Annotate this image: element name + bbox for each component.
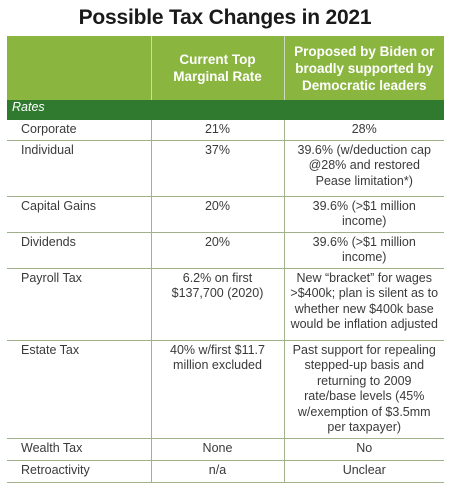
row-label: Dividends: [7, 232, 152, 269]
proposed-cell: Unclear: [284, 460, 444, 483]
proposed-cell: 39.6% (>$1 million income): [284, 232, 444, 269]
row-label: Retroactivity: [7, 460, 152, 483]
section-label: Rates: [7, 100, 444, 120]
current-rate-cell: None: [151, 438, 285, 461]
row-label: Corporate: [7, 120, 152, 141]
page-title: Possible Tax Changes in 2021: [78, 6, 372, 29]
table-row: Wealth Tax None No: [7, 438, 444, 461]
table-row: Corporate 21% 28%: [7, 120, 444, 141]
header-current-rate: Current Top Marginal Rate: [151, 36, 285, 100]
table-row: Dividends 20% 39.6% (>$1 million income): [7, 232, 444, 269]
table-row: Estate Tax 40% w/first $11.7 million exc…: [7, 340, 444, 439]
proposed-cell: No: [284, 438, 444, 461]
table-row: Individual 37% 39.6% (w/deduction cap @2…: [7, 140, 444, 197]
header-category: [7, 36, 152, 100]
current-rate-cell: 6.2% on first $137,700 (2020): [151, 268, 285, 341]
table-header-row: Current Top Marginal Rate Proposed by Bi…: [7, 36, 444, 100]
table-row: Capital Gains 20% 39.6% (>$1 million inc…: [7, 196, 444, 233]
proposed-cell: Past support for repealing stepped-up ba…: [284, 340, 444, 439]
proposed-cell: 39.6% (>$1 million income): [284, 196, 444, 233]
row-label: Individual: [7, 140, 152, 197]
proposed-cell: 28%: [284, 120, 444, 141]
row-label: Capital Gains: [7, 196, 152, 233]
proposed-cell: New “bracket” for wages >$400k; plan is …: [284, 268, 444, 341]
current-rate-cell: n/a: [151, 460, 285, 483]
current-rate-cell: 37%: [151, 140, 285, 197]
row-label: Wealth Tax: [7, 438, 152, 461]
section-row: Rates: [7, 100, 444, 120]
current-rate-cell: 21%: [151, 120, 285, 141]
tax-changes-table: Current Top Marginal Rate Proposed by Bi…: [7, 36, 444, 483]
current-rate-cell: 20%: [151, 196, 285, 233]
table-row: Payroll Tax 6.2% on first $137,700 (2020…: [7, 268, 444, 341]
current-rate-cell: 20%: [151, 232, 285, 269]
table-row: Retroactivity n/a Unclear: [7, 460, 444, 483]
proposed-cell: 39.6% (w/deduction cap @28% and restored…: [284, 140, 444, 197]
row-label: Payroll Tax: [7, 268, 152, 341]
row-label: Estate Tax: [7, 340, 152, 439]
header-proposed: Proposed by Biden or broadly supported b…: [284, 36, 444, 100]
current-rate-cell: 40% w/first $11.7 million excluded: [151, 340, 285, 439]
